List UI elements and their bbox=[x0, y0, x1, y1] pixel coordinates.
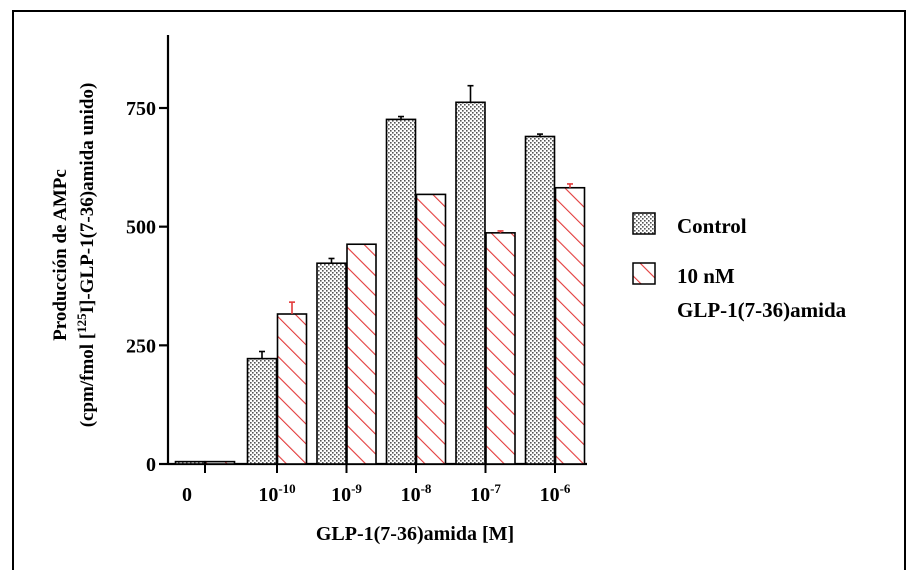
legend-label-glp1-line1: 10 nM bbox=[677, 264, 735, 288]
bar-glp1-2 bbox=[346, 243, 377, 465]
bar-control-4 bbox=[455, 101, 486, 465]
legend: Control 10 nM GLP-1(7-36)amida bbox=[632, 212, 847, 322]
y-tick-label: 0 bbox=[146, 454, 156, 476]
x-axis: 0 10-10 10-9 10-8 10-7 10-6 bbox=[168, 462, 587, 506]
bar-control-3 bbox=[385, 118, 417, 465]
bar-glp1-5 bbox=[554, 186, 586, 465]
y-axis-label-units: (cpm/fmol [125I]-GLP-1(7-36)amida unido) bbox=[74, 83, 98, 428]
x-tick-label: 10-10 bbox=[258, 481, 295, 506]
bar-glp1-1 bbox=[276, 313, 308, 465]
x-tick-label: 10-9 bbox=[331, 481, 362, 506]
bar-control-5 bbox=[524, 135, 556, 465]
y-axis-label: Producción de AMPc bbox=[50, 169, 71, 341]
y-tick-label: 500 bbox=[126, 217, 156, 239]
bar-control-1 bbox=[246, 357, 278, 465]
bar-glp1-3 bbox=[415, 193, 447, 465]
x-axis-label: GLP-1(7-36)amida [M] bbox=[316, 523, 514, 545]
legend-label-control: Control bbox=[677, 214, 747, 238]
legend-swatch-glp1 bbox=[632, 262, 656, 285]
x-tick-label: 10-8 bbox=[401, 481, 432, 506]
bar-control-2 bbox=[316, 262, 347, 465]
bars bbox=[174, 84, 586, 465]
x-tick-label: 10-7 bbox=[470, 481, 501, 506]
x-tick-label: 10-6 bbox=[540, 481, 571, 506]
bar-glp1-4 bbox=[485, 232, 516, 465]
y-tick-label: 750 bbox=[126, 98, 156, 120]
legend-label-glp1-line2: GLP-1(7-36)amida bbox=[677, 298, 847, 322]
bar-glp1-0 bbox=[204, 460, 236, 465]
x-tick-label: 0 bbox=[182, 484, 192, 506]
legend-swatch-control bbox=[632, 212, 656, 235]
bar-control-0 bbox=[174, 460, 206, 465]
y-axis: 0 250 500 750 bbox=[126, 35, 170, 476]
y-tick-label: 250 bbox=[126, 335, 156, 357]
